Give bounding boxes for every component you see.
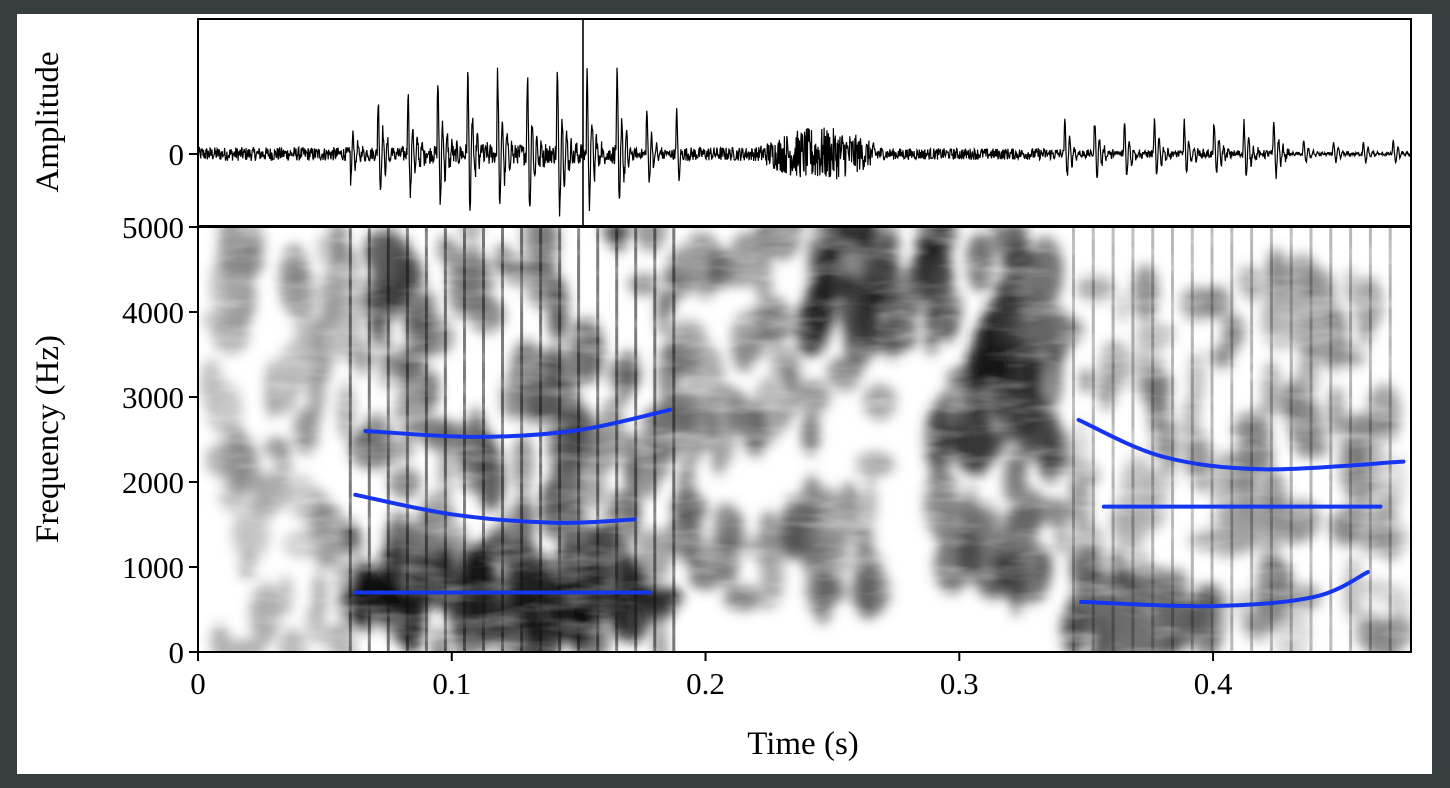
amplitude-axis-title: Amplitude [30, 51, 66, 192]
amplitude-tick-label: 0 [169, 137, 185, 172]
x-tick-label: 0 [190, 666, 206, 701]
spectrogram-figure: 0 0.1 0.2 0.3 0.4 0 1000 2000 3000 4000 5000 0 Ampl… [30, 18, 1412, 762]
formant-track-6 [1079, 570, 1370, 609]
x-tick-label: 0.1 [432, 666, 471, 701]
y-tick-label: 3000 [122, 380, 184, 415]
x-tick-label: 0.2 [686, 666, 725, 701]
formant-track-4 [1076, 417, 1406, 472]
spectrogram-frame [197, 226, 1412, 653]
y-tick-label: 4000 [122, 295, 184, 330]
figure: 0 0.1 0.2 0.3 0.4 0 1000 2000 3000 4000 5000 0 Ampl… [17, 14, 1432, 774]
y-tick-label: 0 [169, 635, 185, 670]
x-tick-label: 0.4 [1194, 666, 1233, 701]
formant-track-1 [363, 407, 672, 439]
x-tick-label: 0.3 [940, 666, 979, 701]
time-axis-title: Time (s) [747, 726, 859, 762]
waveform-trace [198, 67, 1411, 217]
y-tick-label: 1000 [122, 550, 184, 585]
y-tick-label: 5000 [122, 210, 184, 245]
waveform-panel [197, 18, 1412, 227]
frequency-axis-title: Frequency (Hz) [30, 335, 66, 543]
waveform-frame [197, 18, 1412, 227]
formant-track-2 [353, 492, 637, 525]
spectrogram-panel [197, 226, 1412, 653]
y-tick-label: 2000 [122, 465, 184, 500]
